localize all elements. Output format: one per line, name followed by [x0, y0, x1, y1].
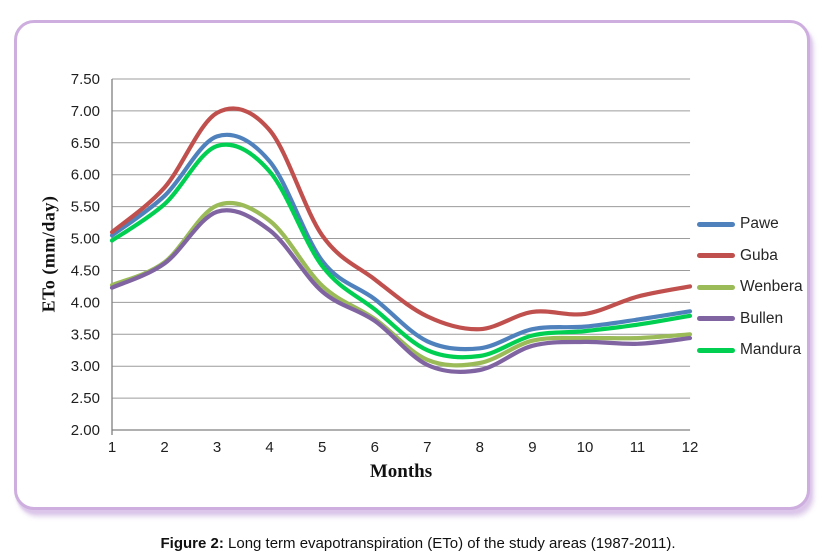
series-line-guba: [109, 106, 693, 332]
x-tick-label: 7: [423, 439, 431, 456]
legend-label-wenbera: Wenbera: [740, 278, 803, 295]
y-tick-label: 6.00: [71, 167, 100, 184]
legend-item-wenbera: Wenbera: [697, 277, 803, 297]
series-lines: [109, 106, 693, 375]
y-tick-label: 7.50: [71, 71, 100, 88]
figure-caption-label: Figure 2:: [160, 535, 224, 552]
x-tick-label: 6: [371, 439, 379, 456]
legend-item-mandura: Mandura: [697, 340, 801, 360]
y-tick-label: 2.00: [71, 422, 100, 439]
series-line-pawe: [109, 132, 693, 352]
y-tick-label: 4.50: [71, 263, 100, 280]
x-tick-label: 3: [213, 439, 221, 456]
legend-swatch-guba: [697, 253, 735, 258]
y-tick-labels: 2.00 2.50 3.00 3.50 4.00 4.50 5.00 5.50 6.00 6.50…: [71, 71, 100, 439]
legend-label-bullen: Bullen: [740, 309, 784, 327]
legend-item-pawe: Pawe: [697, 214, 779, 234]
x-tick-label: 4: [265, 439, 273, 456]
y-tick-label: 5.00: [71, 231, 100, 248]
y-axis-title: ETo (mm/day): [38, 195, 59, 313]
series-line-mandura: [109, 142, 693, 360]
y-tick-label: 3.00: [71, 358, 100, 375]
y-tick-label: 3.50: [71, 326, 100, 343]
legend-swatch-pawe: [697, 221, 735, 227]
axes: [111, 79, 691, 435]
x-tick-label: 5: [318, 439, 326, 456]
figure-caption-text: Long term evapotranspiration (ETo) of th…: [223, 535, 676, 552]
chart-frame: [14, 20, 810, 510]
legend-item-guba: Guba: [697, 246, 778, 266]
legend-label-mandura: Mandura: [740, 341, 802, 358]
legend-swatch-wenbera: [697, 284, 735, 290]
x-tick-labels: 1 2 3 4 5 6 7 8 9 10 11 12: [108, 439, 699, 456]
legend-label-pawe: Pawe: [740, 215, 779, 232]
figure-caption: Figure 2: Long term evapotranspiration (…: [0, 535, 836, 552]
y-tick-label: 2.50: [71, 390, 100, 407]
x-tick-label: 12: [682, 439, 699, 456]
legend-item-bullen: Bullen: [697, 309, 783, 329]
y-tick-label: 4.00: [71, 294, 100, 311]
legend-label-guba: Guba: [740, 246, 778, 264]
legend-swatch-bullen: [697, 316, 735, 321]
x-tick-label: 1: [108, 439, 116, 456]
y-tick-label: 6.50: [71, 135, 100, 152]
x-axis-title: Months: [369, 461, 433, 482]
x-tick-label: 11: [630, 439, 646, 456]
x-tick-label: 10: [577, 439, 594, 456]
y-tick-label: 7.00: [71, 103, 100, 120]
y-tick-label: 5.50: [71, 199, 100, 216]
x-tick-label: 8: [476, 439, 484, 456]
x-tick-label: 9: [528, 439, 536, 456]
legend-swatch-mandura: [697, 347, 735, 353]
x-tick-label: 2: [160, 439, 168, 456]
series-line-bullen: [109, 208, 693, 375]
